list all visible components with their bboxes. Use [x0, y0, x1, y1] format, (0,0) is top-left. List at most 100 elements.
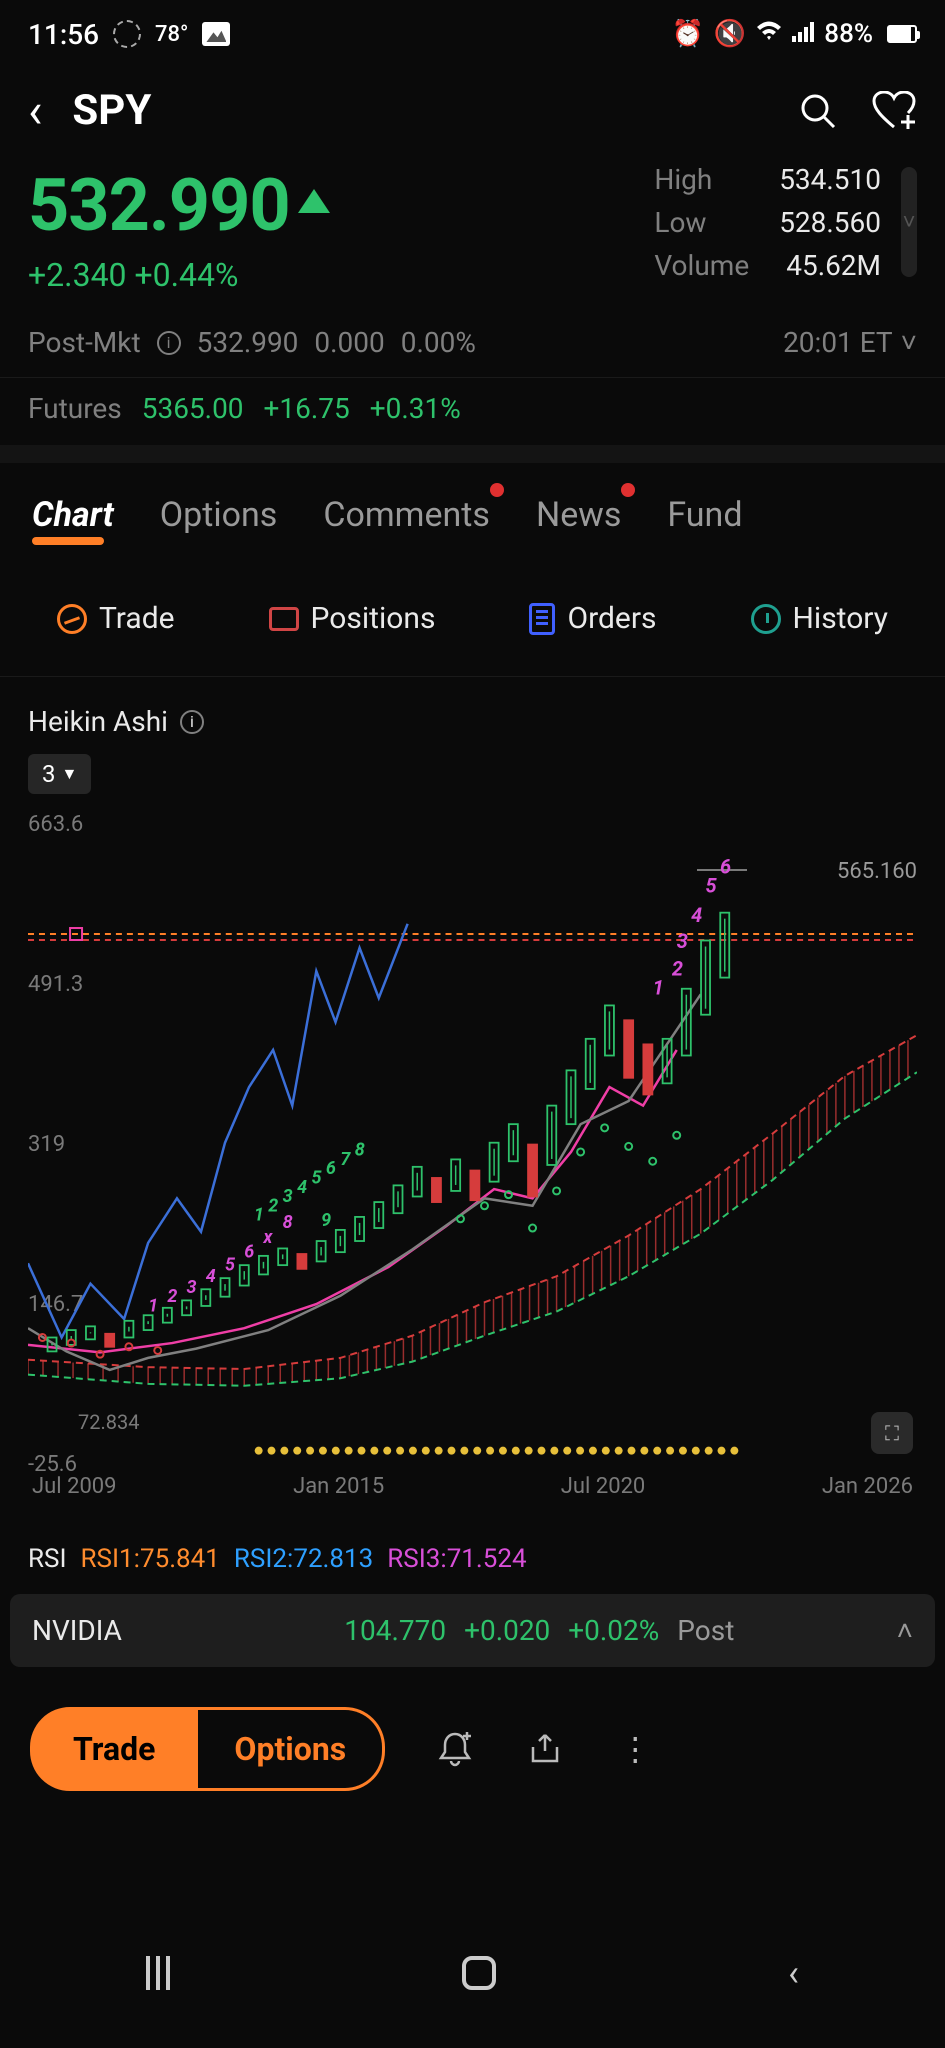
futures-row[interactable]: Futures 5365.00 +16.75 +0.31% — [0, 378, 945, 445]
gallery-icon — [202, 22, 230, 46]
search-icon[interactable] — [795, 88, 841, 134]
action-history[interactable]: History — [751, 601, 888, 636]
svg-text:4: 4 — [206, 1266, 216, 1287]
options-button[interactable]: Options — [198, 1707, 385, 1791]
postmarket-row: Post-Mkt i 532.990 0.000 0.00% 20:01 ET … — [0, 308, 945, 377]
x-axis-labels: Jul 2009Jan 2015Jul 2020Jan 2026 — [28, 1474, 917, 1514]
chevron-down-icon: ˅ — [901, 326, 917, 359]
caret-down-icon: ▼ — [62, 764, 78, 784]
info-icon[interactable]: i — [157, 331, 181, 355]
action-positions[interactable]: Positions — [269, 601, 436, 636]
svg-text:3: 3 — [283, 1186, 293, 1207]
svg-text:x: x — [262, 1227, 273, 1248]
chevron-up-icon: ˄ — [897, 1614, 913, 1647]
watchlist-ticker[interactable]: NVIDIA 104.770 +0.020 +0.02% Post ˄ — [10, 1594, 935, 1667]
status-temp: 78° — [155, 22, 188, 47]
svg-text:7: 7 — [340, 1149, 351, 1170]
price-value: 532.990 — [28, 163, 290, 248]
history-icon — [751, 604, 781, 634]
alert-icon[interactable] — [435, 1729, 475, 1769]
tab-news[interactable]: News — [536, 495, 621, 535]
positions-icon — [269, 607, 299, 631]
nav-home[interactable] — [462, 1956, 496, 1990]
ticker-symbol: SPY — [72, 86, 765, 135]
status-left: 11:56 78° — [28, 18, 230, 51]
fullscreen-button[interactable]: ⛶ — [871, 1412, 913, 1454]
trade-icon — [57, 604, 87, 634]
action-row: Trade Positions Orders History — [0, 557, 945, 677]
watch-name: NVIDIA — [32, 1614, 182, 1647]
signal-icon — [792, 19, 814, 49]
status-time: 11:56 — [28, 18, 99, 51]
status-bar: 11:56 78° ⏰ 🔇 88% — [0, 0, 945, 68]
futures-chg: +16.75 — [264, 392, 350, 425]
orders-icon — [529, 603, 555, 635]
futures-pct: +0.31% — [370, 392, 461, 425]
chart-header: Heikin Ashi i 3 ▼ — [0, 677, 945, 804]
postmkt-chg: 0.000 — [314, 326, 384, 359]
watch-chg: +0.020 — [464, 1614, 550, 1647]
tab-chart[interactable]: Chart — [32, 495, 114, 535]
favorite-icon[interactable] — [871, 88, 917, 134]
postmkt-time: 20:01 ET — [783, 326, 893, 359]
svg-text:3: 3 — [677, 929, 688, 953]
action-orders[interactable]: Orders — [529, 601, 656, 636]
trade-button[interactable]: Trade — [30, 1707, 198, 1791]
chart-svg: 123456x8912345678123456 — [28, 824, 917, 1463]
rsi-label: RSI — [28, 1544, 67, 1574]
svg-text:4: 4 — [691, 903, 702, 927]
alarm-icon: ⏰ — [672, 19, 704, 49]
price-main-area: 532.990 +2.340 +0.44% — [28, 163, 330, 294]
tab-fund[interactable]: Fund — [667, 495, 742, 535]
postmkt-time-button[interactable]: 20:01 ET ˅ — [783, 326, 917, 359]
more-icon[interactable]: ⋮ — [615, 1729, 655, 1769]
timeframe-value: 3 — [42, 760, 56, 788]
rsi-1: RSI1:75.841 — [81, 1544, 220, 1574]
share-icon[interactable] — [525, 1729, 565, 1769]
svg-text:3: 3 — [187, 1277, 197, 1298]
postmkt-label: Post-Mkt — [28, 326, 141, 359]
nav-back[interactable]: ‹ — [788, 1952, 799, 1994]
volume-value: 45.62M — [779, 249, 881, 282]
back-button[interactable]: ‹ — [28, 87, 42, 135]
watch-price: 104.770 — [344, 1614, 446, 1647]
expand-stats-button[interactable]: ˅ — [901, 167, 917, 277]
price-chart[interactable]: 663.6491.3319146.7-25.6 565.160 123456x8… — [28, 804, 917, 1514]
change-abs: +2.340 — [28, 256, 127, 294]
status-right: ⏰ 🔇 88% — [672, 19, 917, 49]
low-label: Low — [654, 206, 749, 239]
futures-label: Futures — [28, 392, 122, 425]
svg-text:8: 8 — [283, 1212, 293, 1233]
timeframe-selector[interactable]: 3 ▼ — [28, 754, 91, 794]
svg-text:6: 6 — [720, 855, 731, 879]
bottom-toolbar: Trade Options ⋮ — [0, 1667, 945, 1811]
app-header: ‹ SPY — [0, 68, 945, 163]
svg-text:2: 2 — [268, 1195, 278, 1216]
tab-comments[interactable]: Comments — [323, 495, 490, 535]
nav-recents[interactable] — [146, 1956, 170, 1990]
up-arrow-icon — [298, 189, 330, 213]
price-block: 532.990 +2.340 +0.44% High 534.510 Low 5… — [0, 163, 945, 308]
change-pct: +0.44% — [134, 256, 238, 294]
system-nav-bar: ‹ — [0, 1938, 945, 2008]
battery-icon — [883, 25, 917, 43]
action-trade-label: Trade — [99, 601, 175, 636]
rsi-row: RSI RSI1:75.841 RSI2:72.813 RSI3:71.524 — [0, 1514, 945, 1584]
chart-container: 663.6491.3319146.7-25.6 565.160 123456x8… — [0, 804, 945, 1514]
svg-text:9: 9 — [321, 1210, 331, 1231]
tab-options[interactable]: Options — [160, 495, 278, 535]
watch-pct: +0.02% — [568, 1614, 659, 1647]
battery-pct: 88% — [824, 19, 873, 49]
high-value: 534.510 — [779, 163, 881, 196]
svg-text:6: 6 — [326, 1158, 336, 1179]
svg-text:1: 1 — [148, 1296, 158, 1317]
volume-label: Volume — [654, 249, 749, 282]
svg-text:2: 2 — [672, 957, 683, 981]
high-label: High — [654, 163, 749, 196]
watch-session: Post — [677, 1614, 734, 1647]
info-icon[interactable]: i — [180, 710, 204, 734]
wifi-icon — [756, 19, 782, 49]
svg-text:2: 2 — [167, 1286, 177, 1307]
svg-text:5: 5 — [706, 873, 718, 897]
action-trade[interactable]: Trade — [57, 601, 175, 636]
